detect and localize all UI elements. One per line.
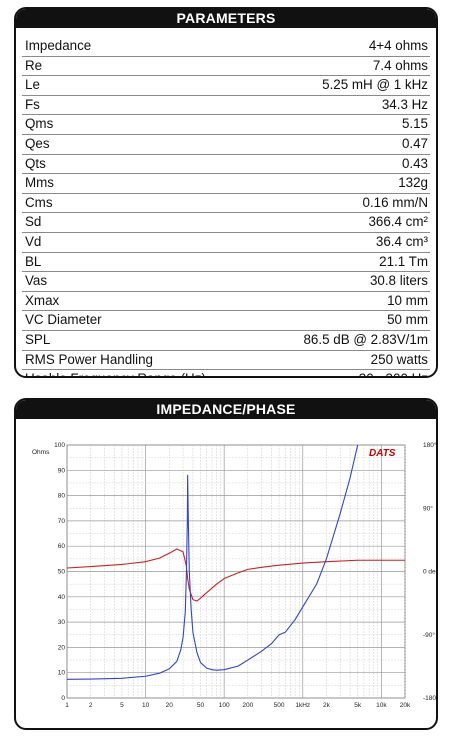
param-name: Xmax	[25, 292, 60, 308]
param-row: Cms 0.16 mm/N	[22, 194, 430, 214]
y-tick-label: 20	[58, 644, 66, 651]
x-tick-label: 1kHz	[295, 702, 310, 709]
param-name: RMS Power Handling	[25, 351, 154, 367]
y-tick-label: 40	[58, 594, 66, 601]
param-row: BL 21.1 Tm	[22, 253, 430, 273]
y-tick-label: 90	[58, 467, 66, 474]
param-row: SPL 86.5 dB @ 2.83V/1m	[22, 331, 430, 351]
param-value: 5.15	[401, 116, 428, 132]
param-value: 10 mm	[387, 292, 428, 308]
param-value: 0.43	[401, 155, 428, 171]
x-tick-label: 20k	[400, 702, 411, 709]
y-tick-label: 0	[61, 695, 65, 702]
impedance-phase-title: IMPEDANCE/PHASE	[16, 400, 436, 419]
param-value: 34.3 Hz	[381, 96, 428, 112]
param-row: Fs 34.3 Hz	[22, 96, 430, 116]
param-name: Cms	[25, 194, 53, 210]
impedance-phase-chart: 1 2 5 10 20 50 100 200 500 1kHz 2k 5k 10k 20k 0 10 20 30 4…	[32, 441, 436, 709]
y-tick-label: 60	[58, 543, 66, 550]
parameters-panel: PARAMETERS Impedance 4+4 ohms Re 7.4 ohms Le…	[14, 7, 438, 378]
impedance-phase-panel: IMPEDANCE/PHASE 1 2 5 10 20 50 100 200 500 1kHz 2k…	[14, 398, 438, 730]
y-tick-label: 100	[54, 442, 65, 449]
param-value: 4+4 ohms	[368, 38, 428, 53]
param-value: 36.4 cm³	[375, 233, 428, 249]
param-row: Xmax 10 mm	[22, 292, 430, 312]
param-row: Qts 0.43	[22, 155, 430, 175]
param-value: 7.4 ohms	[372, 57, 428, 73]
y-tick-label: 10	[58, 670, 66, 677]
param-row: Usable Frequency Range (Hz) 30 - 300 Hz	[22, 370, 430, 376]
impedance-series-line	[66, 444, 359, 680]
param-row: Le 5.25 mH @ 1 kHz	[22, 76, 430, 96]
x-tick-label: 500	[274, 702, 285, 709]
parameters-title: PARAMETERS	[16, 9, 436, 28]
param-value: 30 - 300 Hz	[359, 370, 430, 376]
param-name: Mms	[25, 175, 55, 191]
y2-tick-label: -180°	[423, 694, 436, 702]
y2-tick-label: 0 deg	[423, 569, 436, 576]
param-value: 21.1 Tm	[379, 253, 428, 269]
y2-tick-label: -90°	[423, 631, 435, 639]
param-row: Vd 36.4 cm³	[22, 233, 430, 253]
x-tick-label: 20	[166, 702, 174, 709]
param-name: Sd	[25, 214, 42, 230]
left-unit-label: Ohms	[32, 449, 50, 456]
param-value: 50 mm	[387, 312, 428, 328]
y2-tick-label: 90°	[423, 504, 433, 512]
param-name: Usable Frequency Range (Hz)	[22, 370, 206, 376]
x-tick-label: 10k	[376, 702, 387, 709]
param-row: Impedance 4+4 ohms	[22, 37, 430, 57]
y-tick-label: 80	[58, 493, 66, 500]
param-row: RMS Power Handling 250 watts	[22, 351, 430, 371]
param-name: Qes	[25, 135, 50, 151]
brand-logo: DATS	[369, 448, 396, 459]
param-value: 0.16 mm/N	[362, 194, 428, 210]
param-name: Vd	[25, 233, 42, 249]
y2-tick-label: 180°	[423, 441, 436, 449]
param-name: Qms	[25, 116, 54, 132]
x-tick-label: 2k	[323, 702, 331, 709]
param-row: Sd 366.4 cm²	[22, 213, 430, 233]
param-name: Impedance	[25, 38, 92, 53]
param-row: Mms 132g	[22, 174, 430, 194]
param-value: 132g	[398, 175, 428, 191]
param-name: Re	[25, 57, 43, 73]
x-tick-label: 200	[242, 702, 253, 709]
param-row: Qms 5.15	[22, 115, 430, 135]
param-value: 30.8 liters	[369, 273, 428, 289]
y-tick-label: 50	[58, 569, 66, 576]
param-name: SPL	[25, 331, 51, 347]
param-name: Le	[25, 77, 40, 93]
param-row: Vas 30.8 liters	[22, 272, 430, 292]
x-tick-label: 10	[142, 702, 150, 709]
param-name: VC Diameter	[25, 312, 102, 328]
param-name: Qts	[25, 155, 46, 171]
param-value: 250 watts	[370, 351, 428, 367]
x-tick-label: 2	[89, 702, 93, 709]
param-row: VC Diameter 50 mm	[22, 311, 430, 331]
param-value: 0.47	[401, 135, 428, 151]
x-tick-label: 5k	[354, 702, 362, 709]
param-value: 366.4 cm²	[368, 214, 428, 230]
param-name: Fs	[25, 96, 40, 112]
x-tick-label: 100	[219, 702, 230, 709]
y-tick-label: 30	[58, 619, 66, 626]
parameters-table: Impedance 4+4 ohms Re 7.4 ohms Le 5.25 mH @ 1…	[22, 37, 430, 376]
phase-series-line	[66, 548, 405, 602]
param-row: Qes 0.47	[22, 135, 430, 155]
param-row: Re 7.4 ohms	[22, 57, 430, 77]
y-tick-label: 70	[58, 518, 66, 525]
param-name: BL	[25, 253, 42, 269]
param-name: Vas	[25, 273, 48, 289]
x-tick-label: 50	[197, 702, 205, 709]
param-value: 86.5 dB @ 2.83V/1m	[303, 331, 428, 347]
x-tick-label: 1	[65, 702, 69, 709]
param-value: 5.25 mH @ 1 kHz	[322, 77, 428, 93]
x-tick-label: 5	[120, 702, 124, 709]
